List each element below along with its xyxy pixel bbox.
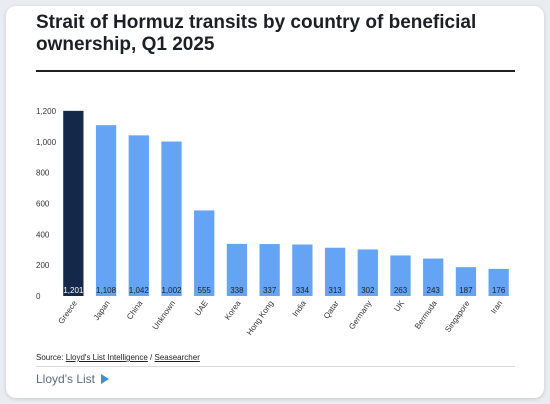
data-label: 337 (263, 286, 277, 295)
chart-title: Strait of Hormuz transits by country of … (36, 12, 477, 55)
source-prefix: Source: (36, 353, 66, 362)
data-label: 243 (427, 286, 441, 295)
x-tick-label: Greece (57, 299, 80, 326)
bar (292, 244, 313, 296)
footer-divider (36, 366, 515, 367)
data-label: 313 (328, 286, 342, 295)
title-rule (36, 70, 515, 72)
bar (357, 249, 378, 296)
data-label: 1,201 (63, 286, 84, 295)
source-link-seasearcher[interactable]: Seasearcher (154, 353, 200, 362)
x-tick-label: Qatar (322, 299, 341, 321)
brand-name: Lloyd's List (36, 372, 95, 386)
data-label: 187 (459, 286, 473, 295)
bar (161, 141, 182, 296)
x-tick-label: Iran (489, 299, 504, 315)
bar (423, 258, 444, 296)
x-tick-label: Korea (223, 299, 243, 322)
data-label: 1,108 (96, 286, 117, 295)
source-link-lloyds[interactable]: Lloyd's List Intelligence (65, 353, 148, 362)
bar (63, 110, 84, 297)
bar (488, 268, 509, 296)
bar (128, 135, 149, 296)
y-tick-label: 600 (36, 200, 50, 209)
x-tick-label: India (291, 299, 309, 319)
brand-logo: Lloyd's List (36, 372, 111, 386)
x-tick-label: China (125, 299, 145, 322)
data-label: 334 (296, 286, 310, 295)
source-note: Source: Lloyd's List Intelligence / Seas… (36, 353, 200, 362)
data-label: 555 (198, 286, 212, 295)
bar (259, 244, 280, 296)
y-tick-label: 1,000 (36, 138, 57, 147)
y-tick-label: 0 (36, 292, 41, 301)
data-label: 263 (394, 286, 408, 295)
x-tick-label: Singapore (443, 299, 472, 334)
bar (194, 210, 215, 296)
x-tick-label: Germany (347, 299, 373, 331)
bar (95, 125, 117, 296)
x-tick-label: Unknown (151, 299, 178, 331)
data-label: 302 (361, 286, 375, 295)
y-tick-label: 200 (36, 261, 50, 270)
x-tick-label: UAE (193, 299, 210, 318)
x-tick-label: Bermuda (413, 299, 439, 331)
bar (455, 267, 477, 296)
x-tick-label: Hong Kong (245, 299, 275, 337)
data-label: 176 (492, 286, 506, 295)
data-label: 338 (230, 286, 244, 295)
data-label: 1,002 (161, 286, 182, 295)
y-tick-label: 800 (36, 169, 50, 178)
bar (390, 255, 411, 296)
source-separator: / (147, 353, 155, 362)
bar (226, 243, 248, 296)
bar (324, 247, 346, 296)
y-tick-label: 400 (36, 230, 50, 239)
x-tick-label: UK (392, 298, 406, 313)
y-tick-label: 1,200 (36, 107, 57, 116)
x-tick-label: Japan (92, 299, 112, 322)
data-label: 1,042 (129, 286, 150, 295)
lloyds-play-icon (101, 374, 109, 384)
